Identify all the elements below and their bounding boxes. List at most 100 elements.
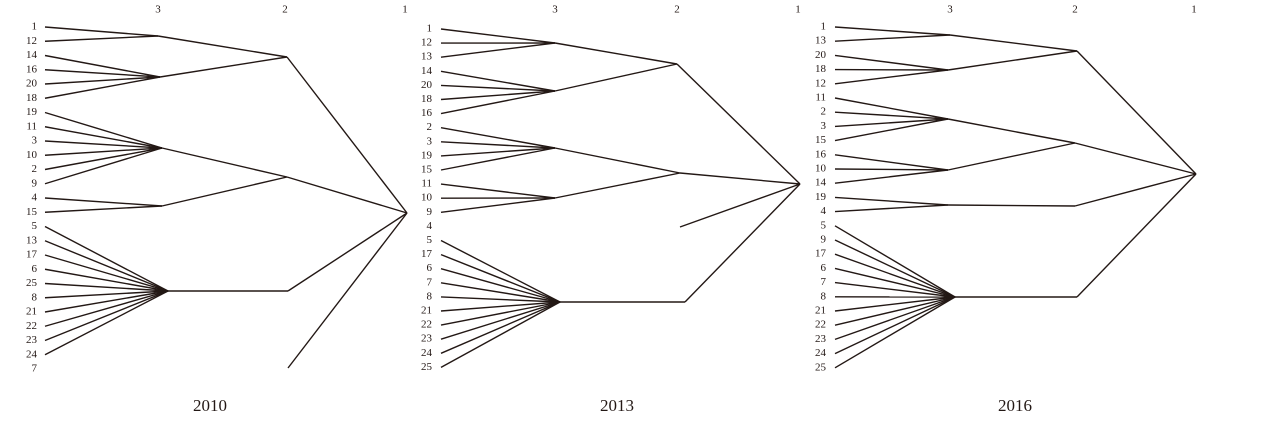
branch <box>834 97 949 120</box>
branch <box>834 296 956 369</box>
leaf-label: 11 <box>815 92 826 104</box>
branch <box>44 254 169 292</box>
branch <box>684 183 801 303</box>
leaf-label: 8 <box>427 290 433 302</box>
leaf-label: 18 <box>421 93 433 105</box>
branch <box>440 197 556 213</box>
branch <box>44 240 169 292</box>
level-label: 2 <box>1072 4 1078 16</box>
leaf-label: 2 <box>427 121 433 133</box>
branch <box>440 147 556 157</box>
branch <box>676 63 801 185</box>
branch <box>440 90 556 101</box>
panel-caption: 2016 <box>998 396 1032 415</box>
leaf-label: 21 <box>26 306 37 318</box>
branch <box>1076 50 1197 175</box>
branch <box>834 69 949 85</box>
leaf-label: 13 <box>421 51 433 63</box>
branch <box>161 176 288 207</box>
leaf-label: 13 <box>26 234 38 246</box>
level-label: 1 <box>795 4 801 16</box>
branch <box>440 147 556 171</box>
branch <box>834 296 956 326</box>
leaf-label: 4 <box>821 205 827 217</box>
leaf-label: 10 <box>815 163 827 175</box>
panel-caption: 2013 <box>600 396 634 415</box>
leaf-label: 16 <box>815 148 827 160</box>
leaf-label: 16 <box>26 63 38 75</box>
branch <box>834 34 951 42</box>
branch <box>44 147 163 171</box>
branch <box>440 301 561 312</box>
branch <box>44 290 169 313</box>
leaf-label: 25 <box>421 361 433 373</box>
branch <box>44 290 169 356</box>
leaf-label: 22 <box>421 319 432 331</box>
leaf-label: 1 <box>32 21 38 33</box>
leaf-label: 1 <box>427 23 433 35</box>
branch <box>440 42 556 58</box>
branch <box>834 196 949 206</box>
leaf-label: 10 <box>421 192 433 204</box>
branch <box>834 296 956 341</box>
branch <box>44 197 163 207</box>
branch <box>44 140 163 149</box>
leaf-label: 19 <box>815 191 827 203</box>
branch <box>834 118 949 142</box>
leaf-label: 24 <box>421 347 433 359</box>
level-label: 3 <box>552 4 558 16</box>
branch <box>440 84 556 92</box>
branch <box>834 26 951 36</box>
leaf-label: 20 <box>26 78 38 90</box>
level-label: 1 <box>1191 4 1197 16</box>
leaf-label: 7 <box>32 363 38 375</box>
leaf-label: 12 <box>421 37 432 49</box>
leaf-label: 15 <box>421 164 433 176</box>
leaf-label: 16 <box>421 107 433 119</box>
level-label: 2 <box>282 4 288 16</box>
leaf-label: 9 <box>32 177 38 189</box>
branch <box>44 76 161 99</box>
branch <box>834 204 949 213</box>
branch <box>834 54 949 71</box>
leaf-label: 17 <box>815 248 827 260</box>
leaf-label: 9 <box>821 234 827 246</box>
leaf-label: 20 <box>421 79 433 91</box>
leaf-label: 18 <box>26 92 38 104</box>
branch <box>834 225 956 298</box>
branch <box>834 168 949 171</box>
branch <box>440 282 561 303</box>
branch <box>440 301 561 354</box>
branch <box>44 225 169 292</box>
branch <box>947 142 1076 171</box>
branch <box>947 118 1076 144</box>
branch <box>161 147 288 178</box>
branch <box>679 183 801 228</box>
leaf-label: 2 <box>32 163 38 175</box>
leaf-label: 7 <box>427 276 433 288</box>
leaf-label: 14 <box>815 177 827 189</box>
leaf-label: 21 <box>421 305 432 317</box>
leaf-label: 10 <box>26 149 38 161</box>
branch <box>834 239 956 298</box>
level-label: 2 <box>674 4 680 16</box>
branch <box>44 35 159 42</box>
leaf-label: 5 <box>427 234 433 246</box>
branch <box>947 50 1078 71</box>
leaf-label: 11 <box>26 120 37 132</box>
leaf-label: 14 <box>421 65 433 77</box>
branch <box>554 42 678 65</box>
branch <box>286 176 408 214</box>
leaf-label: 11 <box>421 178 432 190</box>
branch <box>834 253 956 298</box>
leaf-label: 4 <box>427 220 433 232</box>
leaf-label: 8 <box>32 291 38 303</box>
branch <box>834 111 949 120</box>
leaf-label: 15 <box>26 206 38 218</box>
leaf-label: 1 <box>821 21 827 33</box>
leaf-label: 25 <box>815 361 827 373</box>
leaf-label: 13 <box>815 35 827 47</box>
leaf-label: 24 <box>26 348 38 360</box>
branch <box>1076 173 1197 298</box>
leaf-label: 25 <box>26 277 38 289</box>
